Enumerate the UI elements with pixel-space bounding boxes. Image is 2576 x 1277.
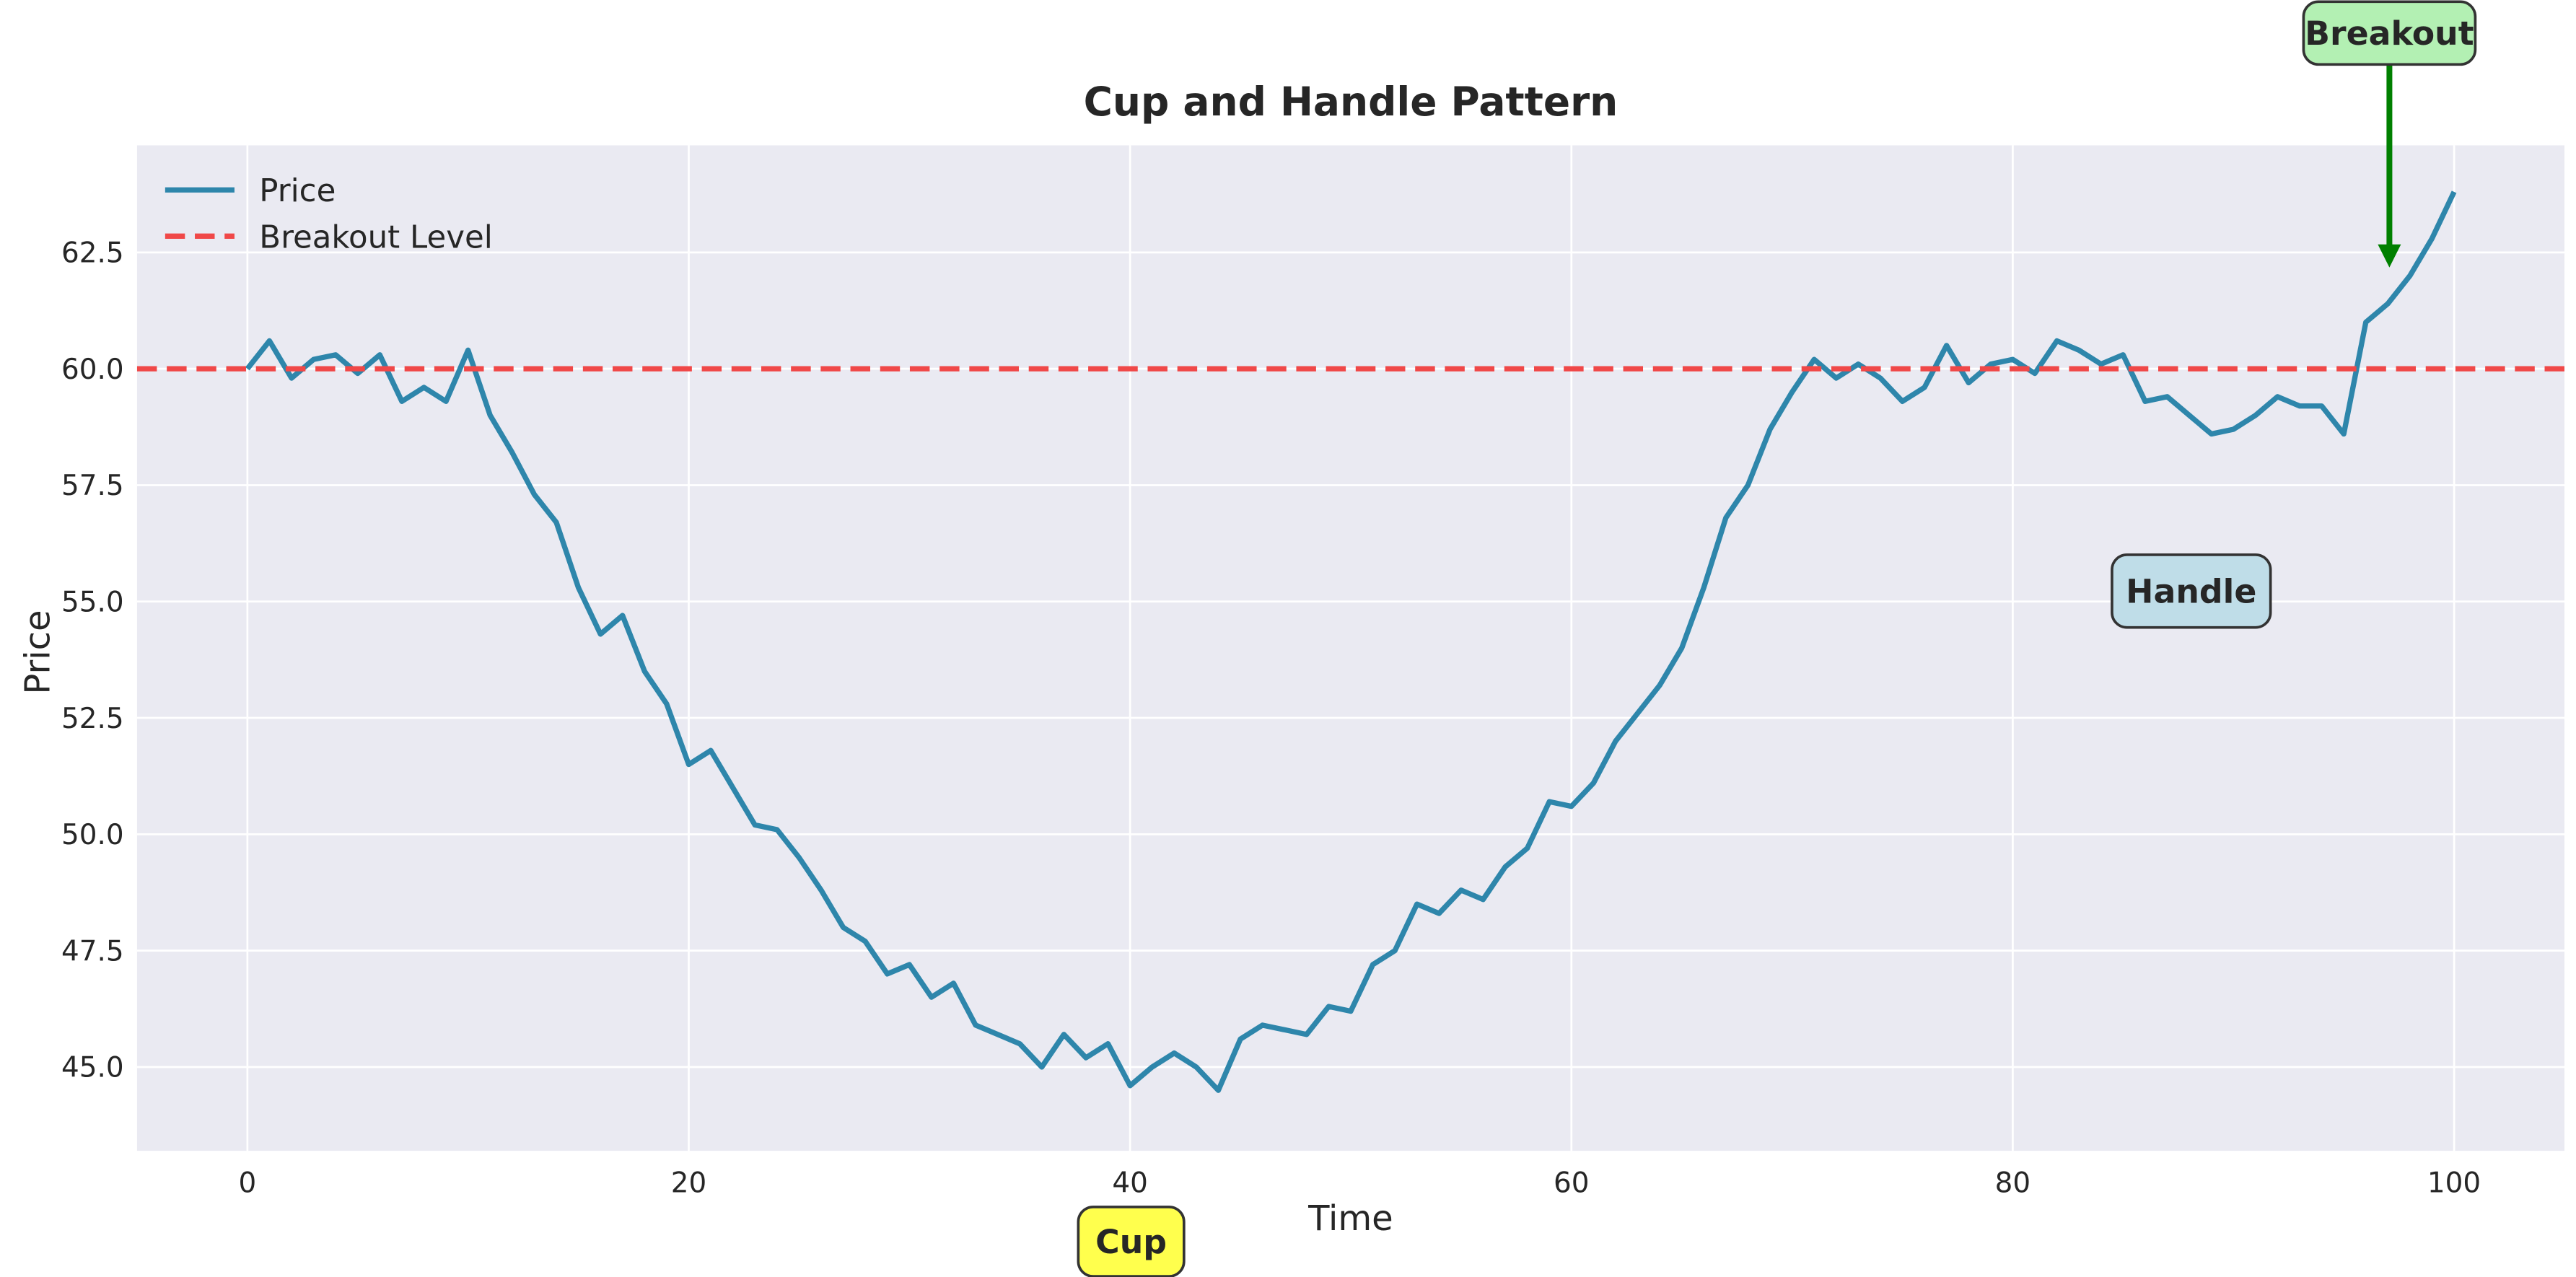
price-line (245, 190, 2457, 1093)
y-tick-label: 52.5 (61, 703, 124, 735)
x-tick-label: 0 (238, 1167, 256, 1199)
legend-label: Breakout Level (259, 219, 493, 255)
annotation-box (2111, 553, 2272, 629)
chart-title: Cup and Handle Pattern (1084, 79, 1618, 125)
y-tick-label: 55.0 (61, 586, 124, 618)
x-tick-label: 40 (1112, 1167, 1148, 1199)
annotation-text: Handle (2126, 572, 2256, 610)
y-tick-label: 60.0 (61, 354, 124, 386)
plot-area (136, 145, 2564, 1151)
x-tick-label: 80 (1995, 1167, 2031, 1199)
annotation-arrowhead (2378, 244, 2401, 268)
x-tick-label: 20 (671, 1167, 707, 1199)
annotation-text: Breakout (2305, 14, 2474, 53)
x-tick-label: 60 (1554, 1167, 1590, 1199)
y-tick-label: 45.0 (61, 1052, 124, 1084)
annotation-box (2302, 0, 2477, 66)
annotation-text: Cup (1095, 1223, 1167, 1261)
x-axis-label: Time (1307, 1198, 1393, 1239)
y-axis-label: Price (18, 610, 58, 694)
y-tick-label: 57.5 (61, 470, 124, 502)
y-tick-label: 47.5 (61, 935, 124, 967)
legend-label: Price (259, 173, 336, 209)
y-tick-label: 50.0 (61, 819, 124, 851)
annotation-box (1077, 1206, 1186, 1277)
y-tick-label: 62.5 (61, 237, 124, 270)
x-tick-label: 100 (2427, 1167, 2481, 1199)
